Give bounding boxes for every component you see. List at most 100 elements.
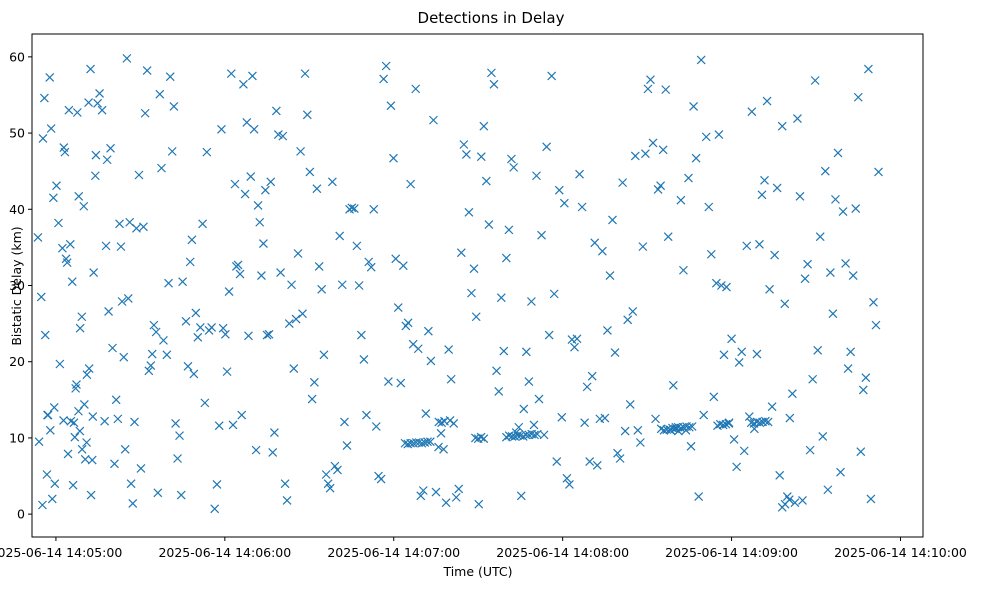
- data-point: [784, 495, 794, 505]
- data-point: [55, 359, 65, 369]
- data-point: [590, 238, 600, 248]
- data-point: [742, 241, 752, 251]
- data-point: [162, 350, 172, 360]
- data-point: [542, 142, 552, 152]
- data-point: [187, 235, 197, 245]
- data-point: [554, 185, 564, 195]
- data-point: [537, 230, 546, 240]
- data-point: [755, 418, 765, 428]
- data-point: [825, 268, 835, 277]
- data-point: [676, 195, 686, 205]
- data-point: [130, 417, 139, 427]
- data-point: [74, 406, 83, 416]
- data-point: [45, 73, 55, 82]
- x-tick-label: 2025-06-14 14:05:00: [0, 545, 122, 560]
- data-point: [805, 445, 815, 455]
- data-point: [134, 170, 144, 180]
- data-point: [122, 53, 132, 63]
- data-point: [836, 467, 845, 477]
- data-point: [144, 366, 154, 376]
- data-point: [676, 423, 686, 433]
- data-point: [763, 417, 773, 427]
- data-point: [171, 419, 180, 428]
- data-point: [140, 108, 150, 118]
- data-point: [68, 480, 78, 490]
- data-point: [494, 387, 504, 396]
- data-point: [790, 498, 800, 508]
- data-point: [549, 289, 559, 299]
- data-point: [534, 394, 544, 404]
- x-tick-label: 2025-06-14 14:06:00: [158, 545, 291, 560]
- data-point: [719, 350, 729, 360]
- data-point: [777, 121, 787, 131]
- data-point: [451, 492, 461, 502]
- data-point: [866, 494, 876, 504]
- data-point: [240, 189, 250, 199]
- data-point: [271, 106, 281, 116]
- data-point: [195, 322, 205, 332]
- data-point: [175, 431, 184, 441]
- data-point: [38, 133, 48, 143]
- data-point: [323, 479, 333, 489]
- data-point: [580, 418, 590, 428]
- data-point: [570, 342, 579, 352]
- data-point: [544, 330, 554, 340]
- data-point: [79, 201, 89, 211]
- data-point: [268, 447, 278, 457]
- data-point: [244, 331, 253, 341]
- data-point: [93, 98, 103, 108]
- data-point: [119, 352, 129, 362]
- data-point: [356, 330, 366, 340]
- data-point: [800, 274, 810, 284]
- data-point: [798, 495, 807, 505]
- data-point: [57, 243, 67, 253]
- data-point: [643, 84, 653, 94]
- data-point: [722, 282, 731, 292]
- data-point: [40, 330, 50, 340]
- data-point: [431, 487, 441, 497]
- data-point: [704, 202, 714, 212]
- data-point: [662, 425, 672, 434]
- data-point: [115, 219, 124, 229]
- data-point: [153, 488, 163, 498]
- data-point: [635, 438, 645, 447]
- data-point: [752, 349, 762, 359]
- data-point: [492, 366, 501, 376]
- data-point: [139, 222, 148, 232]
- data-point: [246, 172, 256, 181]
- y-tick-label: 0: [17, 507, 25, 522]
- x-axis-label: Time (UTC): [442, 564, 512, 579]
- data-point: [37, 500, 47, 510]
- data-point: [701, 132, 711, 142]
- data-point: [456, 248, 466, 258]
- data-point: [226, 69, 236, 79]
- data-point: [210, 504, 220, 514]
- data-point: [504, 225, 514, 235]
- data-point: [592, 460, 602, 470]
- data-point: [155, 89, 165, 99]
- data-point: [106, 143, 115, 153]
- data-point: [699, 410, 709, 420]
- data-point: [524, 377, 534, 386]
- data-point: [198, 219, 208, 229]
- data-point: [146, 361, 156, 370]
- data-point: [376, 474, 386, 484]
- data-point: [501, 253, 511, 263]
- data-point: [772, 183, 782, 193]
- data-point: [39, 93, 49, 103]
- data-point: [610, 348, 620, 357]
- data-point: [396, 378, 406, 388]
- data-point: [687, 422, 697, 431]
- data-point: [173, 454, 182, 463]
- data-point: [77, 312, 87, 322]
- data-point: [89, 268, 99, 277]
- data-point: [47, 494, 57, 504]
- marks-layer: [33, 53, 883, 514]
- data-point: [529, 420, 539, 430]
- data-point: [532, 429, 542, 439]
- data-point: [656, 181, 666, 191]
- data-point: [559, 198, 569, 208]
- data-point: [623, 315, 633, 325]
- data-point: [403, 318, 413, 328]
- data-point: [366, 262, 376, 272]
